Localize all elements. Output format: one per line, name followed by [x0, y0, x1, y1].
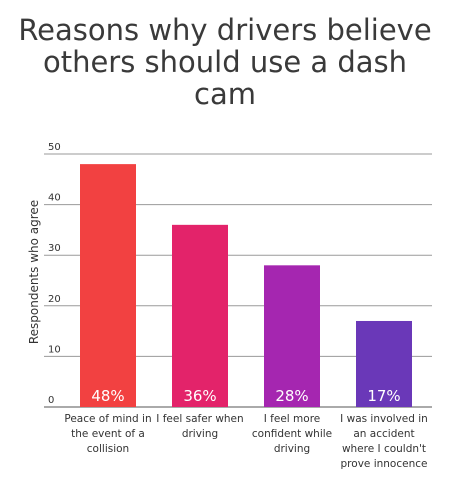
- y-axis-label: Respondents who agree: [27, 200, 41, 344]
- y-tick-label: 50: [48, 142, 61, 153]
- x-tick-label: I was involved in an accident where I coul…: [340, 413, 428, 470]
- data-label: 28%: [275, 387, 308, 405]
- y-tick-label: 20: [48, 294, 61, 305]
- bar: [356, 320, 412, 407]
- x-tick-label: I feel safer when driving: [156, 413, 243, 440]
- y-tick-label: 0: [48, 395, 54, 406]
- title-line-3: cam: [194, 77, 256, 111]
- category-labels: Peace of mind in the event of a collisionI…: [64, 413, 427, 470]
- y-tick-label: 40: [48, 193, 61, 204]
- y-tick-labels: 0 10 20 30 40 50: [48, 142, 61, 406]
- bar: [80, 164, 136, 407]
- title-line-2: others should use a dash: [42, 45, 408, 79]
- chart-title: Reasons why drivers believe others shoul…: [0, 14, 450, 110]
- data-label: 48%: [91, 387, 124, 405]
- data-label: 17%: [367, 387, 400, 405]
- bar: [264, 265, 320, 407]
- y-tick-label: 10: [48, 344, 61, 355]
- bars: 48% 36% 28% 17%: [80, 164, 412, 407]
- y-tick-label: 30: [48, 243, 61, 254]
- x-tick-label: I feel more confident while driving: [252, 413, 332, 455]
- bar: [172, 224, 228, 407]
- title-line-1: Reasons why drivers believe: [18, 13, 432, 47]
- x-tick-label: Peace of mind in the event of a collision: [64, 413, 151, 455]
- data-label: 36%: [183, 387, 216, 405]
